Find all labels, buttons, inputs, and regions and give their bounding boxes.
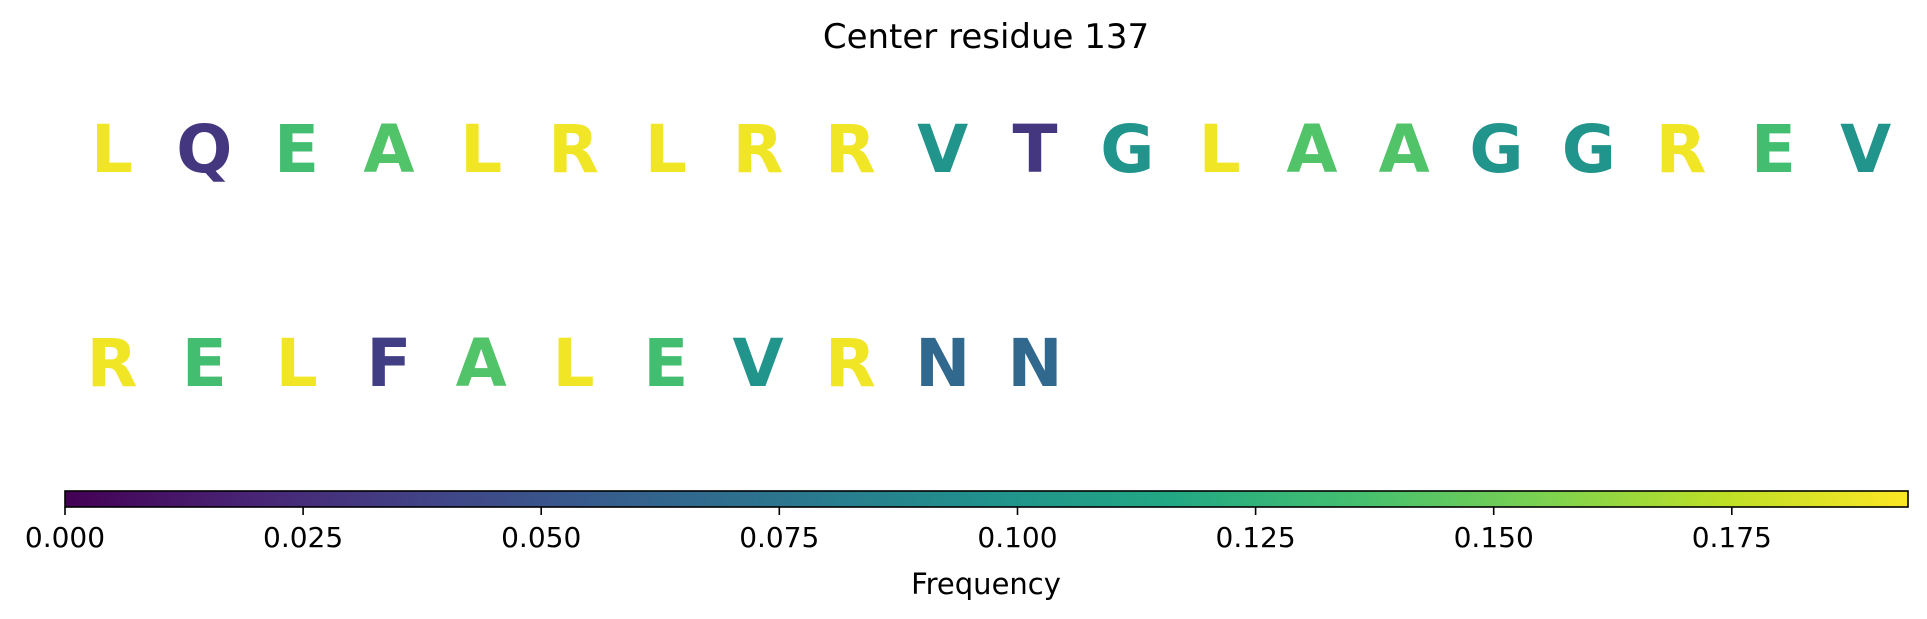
residue-letter: V (917, 111, 968, 188)
residue-letter: R (825, 325, 876, 402)
residue-letter: R (733, 111, 784, 188)
residue-letter: A (363, 111, 414, 188)
residue-letter: A (1286, 111, 1337, 188)
colorbar: 0.000 0.025 0.050 0.075 0.100 0.125 0.150 0.175… (25, 490, 1909, 601)
residue-letter: E (274, 111, 319, 188)
residue-letter: N (1007, 325, 1062, 402)
residue-letter: L (276, 325, 318, 402)
residue-letter: L (91, 111, 133, 188)
residue-letter: T (1012, 111, 1057, 188)
residue-letter: L (460, 111, 502, 188)
colorbar-tick-label: 0.150 (1454, 521, 1534, 554)
residue-letter: G (1469, 111, 1523, 188)
residue-letter: A (456, 325, 507, 402)
residue-letter: E (182, 325, 227, 402)
chart-title: Center residue 137 (823, 17, 1149, 57)
sequence-residues: L Q E A L R L R R V T G L A A G G R E VR E L F A L E V R N N (87, 111, 1892, 402)
residue-letter: L (645, 111, 687, 188)
colorbar-tick-label: 0.050 (501, 521, 581, 554)
colorbar-tick-label: 0.000 (25, 521, 105, 554)
colorbar-tick-label: 0.075 (739, 521, 819, 554)
colorbar-ticks: 0.000 0.025 0.050 0.075 0.100 0.125 0.150 0.175 (25, 507, 1772, 554)
colorbar-gradient (64, 490, 1909, 508)
residue-letter: R (1656, 111, 1707, 188)
residue-letter: G (1562, 111, 1616, 188)
residue-letter: R (548, 111, 599, 188)
residue-letter: A (1379, 111, 1430, 188)
residue-letter: G (1100, 111, 1154, 188)
residue-letter: Q (176, 111, 232, 188)
residue-letter: V (733, 325, 784, 402)
residue-letter: V (1840, 111, 1891, 188)
colorbar-tick-label: 0.125 (1216, 521, 1296, 554)
residue-letter: L (1199, 111, 1241, 188)
residue-letter: R (87, 325, 138, 402)
residue-letter: F (366, 325, 411, 402)
residue-letter: N (915, 325, 970, 402)
colorbar-tick-label: 0.100 (977, 521, 1057, 554)
colorbar-tick-label: 0.025 (263, 521, 343, 554)
residue-letter: R (825, 111, 876, 188)
residue-letter: L (552, 325, 594, 402)
residue-letter: E (643, 325, 688, 402)
colorbar-tick-label: 0.175 (1692, 521, 1772, 554)
colorbar-label: Frequency (911, 567, 1061, 601)
residue-letter: E (1751, 111, 1796, 188)
